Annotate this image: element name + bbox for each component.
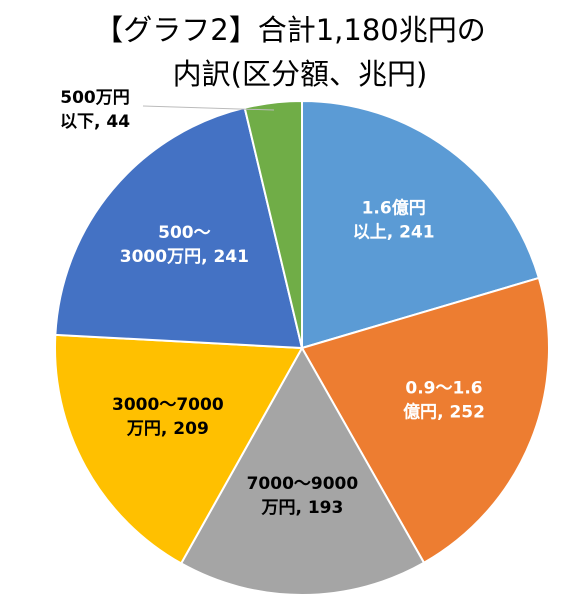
- data-label: 0.9～1.6 億円, 252: [403, 378, 485, 422]
- chart-title: 内訳(区分額、兆円): [173, 57, 428, 91]
- category-label: 以上: [353, 222, 387, 242]
- value-label: 252: [449, 402, 485, 422]
- value-label: 241: [399, 222, 435, 242]
- data-label: 3000～7000 万円, 209: [112, 395, 224, 439]
- category-label: 万円: [260, 498, 295, 518]
- data-label: 500万円以下, 44: [60, 88, 130, 132]
- category-label: 500万円: [60, 88, 130, 108]
- label-separator: ,: [201, 247, 213, 267]
- pie-slice: [54, 106, 304, 350]
- value-label: 44: [106, 112, 130, 132]
- label-separator: ,: [437, 402, 449, 422]
- label-separator: ,: [295, 498, 307, 518]
- data-label: 500～ 3000万円, 241: [120, 223, 249, 267]
- category-label: 3000～7000: [112, 395, 224, 415]
- pie-slice: [300, 276, 550, 565]
- category-label: 以下: [60, 112, 94, 132]
- pie-slice: [179, 345, 426, 596]
- chart-title: 【グラフ2】合計1,180兆円の: [94, 13, 485, 47]
- value-label: 193: [308, 498, 344, 518]
- pie-slice: [301, 99, 541, 350]
- label-separator: ,: [94, 112, 106, 132]
- data-label: 1.6億円以上, 241: [353, 197, 435, 242]
- category-label: 0.9～1.6: [405, 378, 482, 398]
- category-label: 億円: [403, 401, 437, 422]
- label-separator: ,: [387, 222, 399, 242]
- pie-slice: [54, 333, 304, 565]
- value-label: 241: [213, 247, 249, 267]
- pie-slice: [243, 99, 303, 349]
- category-label: 1.6億円: [362, 197, 426, 218]
- value-label: 209: [173, 419, 209, 439]
- category-label: 3000万円: [120, 247, 201, 267]
- category-label: 500～: [158, 223, 211, 243]
- category-label: 万円: [126, 419, 161, 439]
- label-separator: ,: [161, 419, 173, 439]
- category-label: 7000～9000: [247, 474, 359, 494]
- leader-line: [142, 105, 275, 111]
- data-label: 7000～9000 万円, 193: [247, 474, 359, 518]
